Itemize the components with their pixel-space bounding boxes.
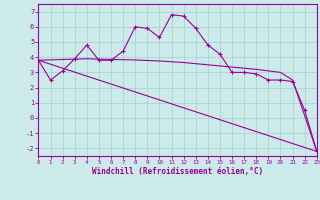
X-axis label: Windchill (Refroidissement éolien,°C): Windchill (Refroidissement éolien,°C): [92, 167, 263, 176]
